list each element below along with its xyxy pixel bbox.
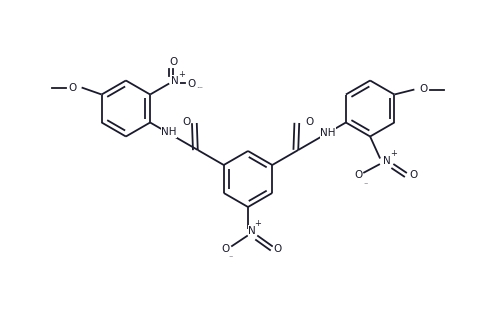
Text: NH: NH	[161, 127, 177, 137]
Text: O: O	[169, 56, 177, 67]
Text: O: O	[274, 244, 282, 254]
Text: NH: NH	[320, 128, 336, 138]
Text: +: +	[178, 70, 185, 79]
Text: O: O	[183, 117, 191, 127]
Text: O: O	[409, 171, 417, 180]
Text: O: O	[221, 244, 229, 254]
Text: N: N	[248, 226, 256, 236]
Text: O: O	[68, 82, 77, 93]
Text: +: +	[254, 218, 261, 228]
Text: N: N	[171, 75, 179, 86]
Text: O: O	[419, 85, 428, 94]
Text: N: N	[383, 157, 391, 166]
Text: ⁻: ⁻	[229, 254, 233, 262]
Text: O: O	[187, 79, 196, 88]
Text: ⁻: ⁻	[364, 180, 368, 189]
Text: +: +	[390, 149, 396, 158]
Text: ·⁻: ·⁻	[196, 84, 202, 93]
Text: O: O	[305, 117, 313, 127]
Text: O: O	[354, 171, 362, 180]
